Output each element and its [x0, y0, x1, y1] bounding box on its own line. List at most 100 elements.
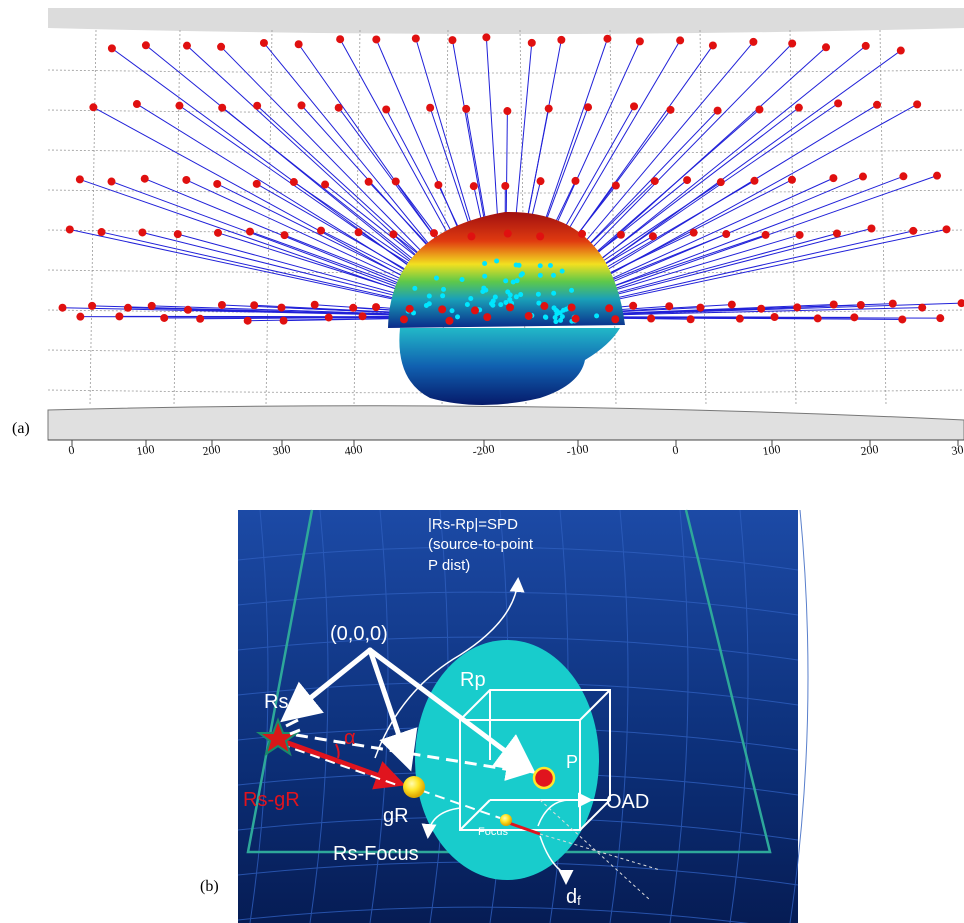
detector-point [856, 300, 865, 309]
surface-point [426, 293, 432, 299]
detector-point [429, 229, 438, 238]
detector-point [540, 302, 549, 311]
detector-point [482, 33, 491, 42]
detector-point [899, 172, 908, 181]
detector-point [788, 39, 797, 48]
detector-point [557, 35, 566, 44]
detector-point [850, 313, 859, 322]
grid-line-horizontal [47, 389, 964, 394]
surface-point [441, 286, 447, 292]
ray-line [69, 228, 427, 307]
panel-b-label: (b) [200, 878, 219, 895]
grid-curve-vertical [369, 509, 389, 923]
detector-point [280, 231, 289, 240]
ray-line [576, 175, 904, 301]
detector-point [536, 177, 545, 186]
label-rs-focus: Rs-Focus [333, 843, 419, 865]
spd-arrow [374, 577, 525, 759]
surface-point [490, 298, 496, 304]
detector-point [372, 303, 381, 312]
detector-point [571, 314, 580, 323]
surface-point [594, 313, 600, 319]
grid-line-horizontal [47, 229, 964, 234]
x-tick: 100 [762, 440, 781, 458]
ray-line [556, 43, 793, 285]
detector-point [795, 230, 804, 239]
detector-point [140, 174, 149, 183]
detector-point [727, 300, 736, 309]
label-rp: Rp [460, 669, 486, 691]
detector-point [405, 304, 414, 313]
detector-point [399, 315, 408, 324]
detector-point [358, 312, 367, 321]
label-p: P [566, 752, 578, 772]
detector-point [250, 301, 259, 310]
surface-point [513, 294, 519, 300]
x-tick-label: 0 [671, 443, 679, 458]
ray-line [583, 316, 941, 319]
surface-point [559, 268, 565, 274]
surface-point [468, 295, 474, 301]
label-spd-line1: |Rs-Rp|=SPD [428, 516, 518, 533]
detector-point [182, 175, 191, 184]
detector-point [647, 314, 656, 323]
detector-point [123, 303, 132, 312]
detector-point [470, 306, 479, 315]
oad-arrow [537, 792, 593, 827]
detector-point [411, 34, 420, 43]
detector-point [505, 303, 514, 312]
detector-point [942, 225, 951, 234]
detector-point [933, 171, 942, 180]
grid-curve-horizontal [237, 546, 799, 571]
vector-rs-gr [273, 735, 406, 790]
ray-line [220, 46, 455, 285]
detector-point [259, 38, 268, 47]
surface-point [547, 262, 553, 268]
detector-point [683, 176, 692, 185]
detector-point [213, 179, 222, 188]
label-spd-line2: (source-to-point [428, 536, 534, 553]
red-segment-focus-p [505, 820, 541, 836]
rs-marker-dash-2 [289, 728, 301, 736]
surface-point [510, 279, 516, 285]
detector-point [918, 303, 927, 312]
surface-point [440, 293, 446, 299]
detector-point [483, 313, 492, 322]
detector-point [527, 38, 536, 47]
label-df-sub: f [577, 893, 581, 908]
detector-point [467, 232, 476, 241]
detector-point [686, 315, 695, 324]
x-tick-label: 0 [67, 443, 75, 458]
surface-point [553, 319, 559, 325]
grid-curve-horizontal [237, 906, 749, 923]
surface-point [536, 300, 542, 306]
surface-point [494, 258, 500, 264]
detector-point [696, 303, 705, 312]
detector-point [787, 175, 796, 184]
detector-point [503, 229, 512, 238]
detector-point [289, 178, 298, 187]
detector-point [434, 180, 443, 189]
detector-point [243, 316, 252, 325]
detector-point [716, 178, 725, 187]
detector-point [107, 44, 116, 53]
x-tick: -100 [566, 440, 589, 459]
ray-line [584, 228, 947, 307]
rs-marker-dash-1 [285, 718, 299, 728]
detector-point [898, 315, 907, 324]
detector-point [382, 105, 391, 114]
surface-point [481, 285, 487, 291]
focus-point [500, 814, 512, 826]
detector-point [349, 303, 358, 312]
surface-point [503, 299, 509, 305]
label-spd-line3: P dist) [428, 557, 470, 574]
surface-point [551, 290, 557, 296]
x-tick: 200 [202, 440, 221, 458]
surface-point [513, 262, 519, 268]
detector-point [65, 225, 74, 234]
detector-point [217, 300, 226, 309]
detector-point [957, 299, 964, 308]
detector-point [794, 103, 803, 112]
surface-point [498, 302, 504, 308]
surface-point [558, 317, 564, 323]
